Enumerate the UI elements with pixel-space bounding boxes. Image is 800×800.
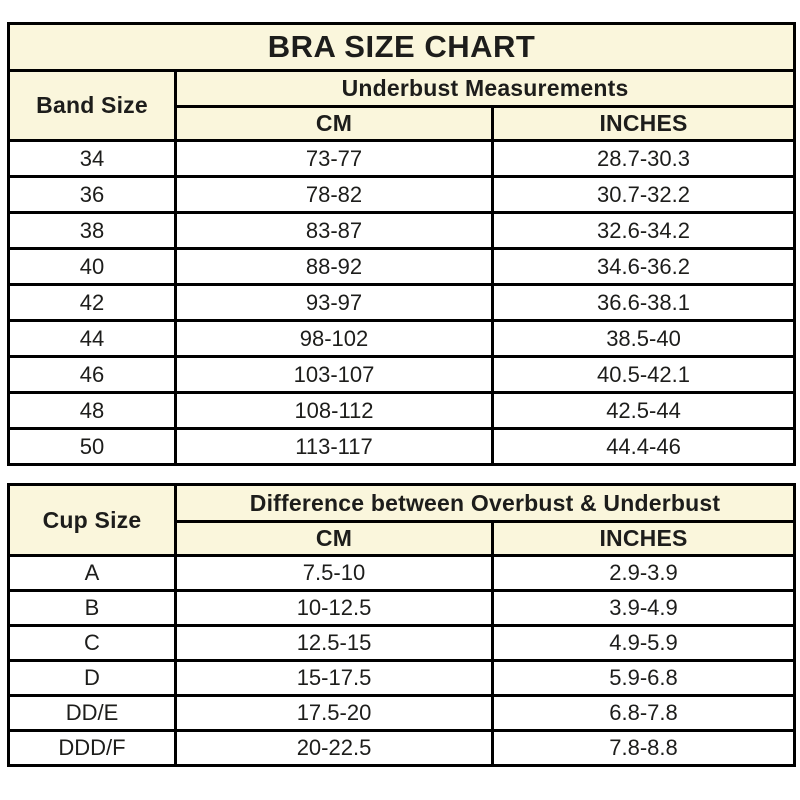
table-row: 36 78-82 30.7-32.2 — [7, 175, 797, 214]
inches-cell: 3.9-4.9 — [490, 589, 797, 627]
table-row: 44 98-102 38.5-40 — [7, 319, 797, 358]
table-row: C 12.5-15 4.9-5.9 — [7, 624, 797, 662]
table-row: 42 93-97 36.6-38.1 — [7, 283, 797, 322]
cm-cell: 88-92 — [174, 247, 494, 286]
cup-size-cell: DD/E — [7, 694, 177, 732]
inches-cell: 4.9-5.9 — [490, 624, 797, 662]
inches-cell: 34.6-36.2 — [490, 247, 797, 286]
band-table-group-header-row: Band Size Underbust Measurements — [7, 69, 797, 142]
cup-size-cell: A — [7, 554, 177, 592]
cm-cell: 98-102 — [174, 319, 494, 358]
cup-size-cell: C — [7, 624, 177, 662]
cm-cell: 17.5-20 — [174, 694, 494, 732]
table-row: B 10-12.5 3.9-4.9 — [7, 589, 797, 627]
table-row: 40 88-92 34.6-36.2 — [7, 247, 797, 286]
inches-cell: 2.9-3.9 — [490, 554, 797, 592]
inches-cell: 30.7-32.2 — [490, 175, 797, 214]
cm-cell: 73-77 — [174, 139, 494, 178]
band-size-cell: 34 — [7, 139, 177, 178]
inches-cell: 32.6-34.2 — [490, 211, 797, 250]
cup-table-units-row: CM INCHES — [9, 520, 797, 557]
inches-cell: 36.6-38.1 — [490, 283, 797, 322]
cm-cell: 78-82 — [174, 175, 494, 214]
band-size-cell: 38 — [7, 211, 177, 250]
inches-cell: 5.9-6.8 — [490, 659, 797, 697]
table-row: DD/E 17.5-20 6.8-7.8 — [7, 694, 797, 732]
cup-size-cell: DDD/F — [7, 729, 177, 767]
underbust-measurements-header: Underbust Measurements — [173, 69, 797, 108]
cm-column-header: CM — [174, 520, 494, 557]
cm-cell: 15-17.5 — [174, 659, 494, 697]
cm-cell: 10-12.5 — [174, 589, 494, 627]
cm-cell: 108-112 — [174, 391, 494, 430]
cm-cell: 20-22.5 — [174, 729, 494, 767]
inches-column-header: INCHES — [490, 105, 797, 142]
band-size-table: BRA SIZE CHART Band Size Underbust Measu… — [6, 22, 797, 466]
band-table-units-row: CM INCHES — [9, 105, 797, 142]
cm-cell: 103-107 — [174, 355, 494, 394]
band-size-cell: 44 — [7, 319, 177, 358]
inches-column-header: INCHES — [490, 520, 797, 557]
band-size-cell: 48 — [7, 391, 177, 430]
cup-table-group-header-row: Cup Size Difference between Overbust & U… — [7, 483, 797, 557]
cm-cell: 7.5-10 — [174, 554, 494, 592]
table-row: D 15-17.5 5.9-6.8 — [7, 659, 797, 697]
table-row: 46 103-107 40.5-42.1 — [7, 355, 797, 394]
inches-cell: 7.8-8.8 — [490, 729, 797, 767]
chart-title-row: BRA SIZE CHART — [6, 22, 797, 72]
cup-size-cell: B — [7, 589, 177, 627]
inches-cell: 40.5-42.1 — [490, 355, 797, 394]
table-row: 50 113-117 44.4-46 — [7, 427, 797, 466]
inches-cell: 44.4-46 — [490, 427, 797, 466]
inches-cell: 28.7-30.3 — [490, 139, 797, 178]
inches-cell: 42.5-44 — [490, 391, 797, 430]
band-size-header: Band Size — [7, 69, 177, 142]
table-row: 34 73-77 28.7-30.3 — [7, 139, 797, 178]
band-size-cell: 50 — [7, 427, 177, 466]
band-size-cell: 36 — [7, 175, 177, 214]
cm-cell: 93-97 — [174, 283, 494, 322]
inches-cell: 38.5-40 — [490, 319, 797, 358]
cm-column-header: CM — [174, 105, 494, 142]
cm-cell: 83-87 — [174, 211, 494, 250]
table-separator — [7, 466, 793, 483]
bra-size-chart-page: BRA SIZE CHART Band Size Underbust Measu… — [6, 22, 797, 767]
band-size-cell: 46 — [7, 355, 177, 394]
cm-cell: 12.5-15 — [174, 624, 494, 662]
cm-cell: 113-117 — [174, 427, 494, 466]
cup-size-cell: D — [7, 659, 177, 697]
inches-cell: 6.8-7.8 — [490, 694, 797, 732]
table-row: DDD/F 20-22.5 7.8-8.8 — [7, 729, 797, 767]
difference-header: Difference between Overbust & Underbust — [173, 483, 797, 523]
cup-size-header: Cup Size — [7, 483, 177, 557]
table-row: 38 83-87 32.6-34.2 — [7, 211, 797, 250]
table-row: A 7.5-10 2.9-3.9 — [7, 554, 797, 592]
band-size-cell: 40 — [7, 247, 177, 286]
page-title: BRA SIZE CHART — [6, 22, 797, 72]
cup-size-table: Cup Size Difference between Overbust & U… — [7, 483, 797, 767]
band-size-cell: 42 — [7, 283, 177, 322]
table-row: 48 108-112 42.5-44 — [7, 391, 797, 430]
